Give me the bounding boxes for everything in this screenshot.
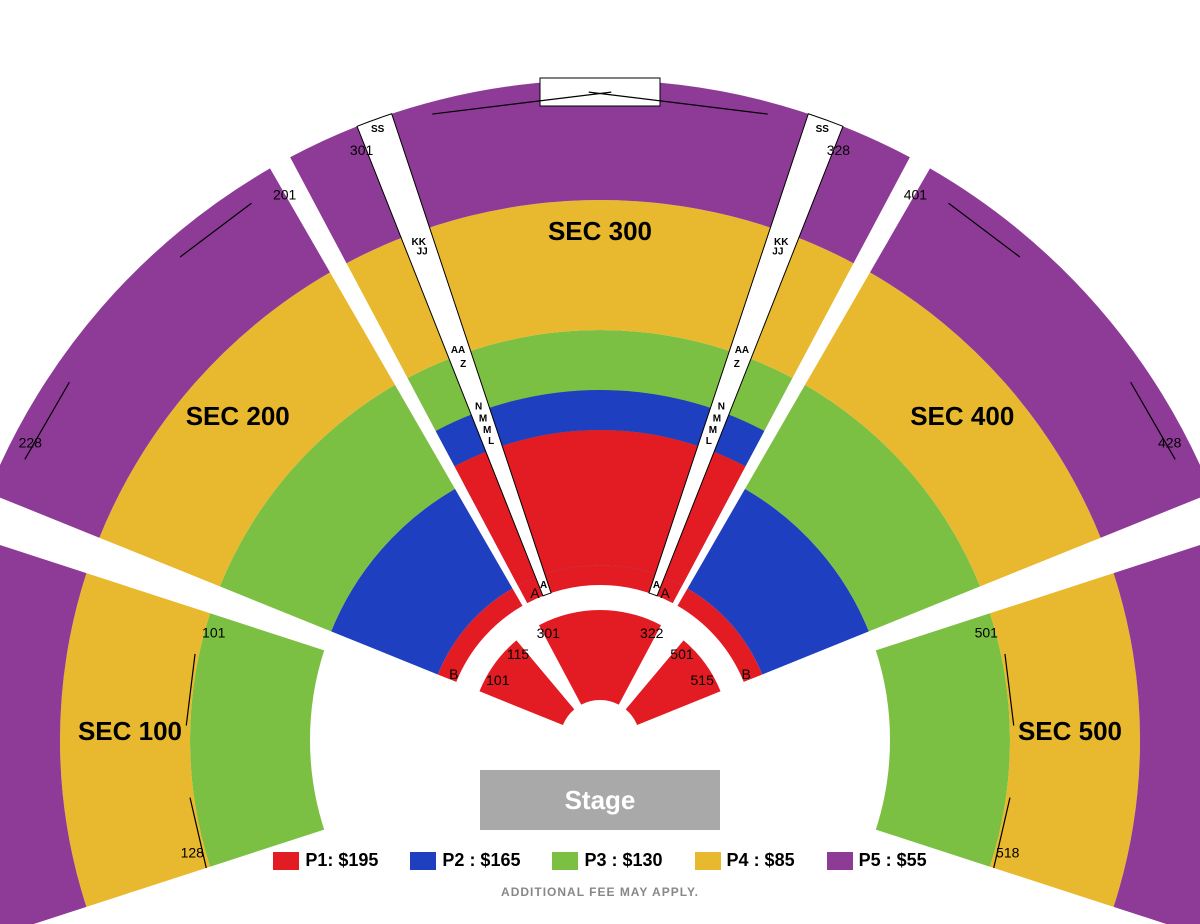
row-label: M [479,414,487,425]
row-label: M [709,425,717,436]
legend-swatch [827,852,853,870]
legend-swatch [410,852,436,870]
legend-label: P4 : $85 [727,850,795,870]
o-101: 101 [486,672,510,688]
row-a-l: A [530,585,540,601]
row-label: JJ [772,246,783,257]
label-sec-500: SEC 500 [1018,716,1122,746]
o-515: 515 [691,672,715,688]
n-201: 201 [273,187,297,203]
row-label: L [706,436,712,447]
top-notch [540,78,660,106]
row-label: N [475,401,482,412]
sec-500-P3_green[interactable] [876,613,1010,866]
label-sec-400: SEC 400 [910,401,1014,431]
o-115: 115 [507,646,530,662]
legend-label: P1: $195 [305,850,378,870]
fee-note: ADDITIONAL FEE MAY APPLY. [0,885,1200,899]
legend-P5: P5 : $55 [827,850,927,870]
row-label: L [488,436,494,447]
n-501: 501 [975,624,999,640]
row-label: JJ [417,246,428,257]
row-b-r: B [741,666,750,682]
legend-label: P2 : $165 [442,850,520,870]
price-legend: P1: $195 P2 : $165 P3 : $130 P4 : $85 P5 : $… [0,850,1200,871]
legend-P1: P1: $195 [273,850,378,870]
legend-label: P5 : $55 [859,850,927,870]
label-sec-300: SEC 300 [548,216,652,246]
legend-P2: P2 : $165 [410,850,520,870]
row-label: A [653,580,660,591]
legend-swatch [552,852,578,870]
label-sec-200: SEC 200 [186,401,290,431]
n-101: 101 [202,624,226,640]
row-label: M [483,425,491,436]
row-label: SS [816,124,830,135]
legend-P3: P3 : $130 [552,850,662,870]
legend-swatch [695,852,721,870]
seating-chart: SSKKJJAAZNMMLASSKKJJAAZNMMLAStageSEC 100… [0,0,1200,924]
sec-100-P3_green[interactable] [190,613,324,866]
stage-label: Stage [565,785,636,815]
o-301: 301 [537,625,561,641]
row-label: AA [451,345,465,356]
row-a-r: A [660,585,670,601]
legend-P4: P4 : $85 [695,850,795,870]
row-label: M [713,414,721,425]
n-328: 328 [827,142,851,158]
o-322: 322 [640,625,664,641]
n-301: 301 [350,142,374,158]
row-label: A [540,580,547,591]
row-label: Z [734,359,740,370]
o-501: 501 [670,646,694,662]
n-401: 401 [904,187,928,203]
row-b-l: B [449,666,458,682]
row-label: N [718,401,725,412]
row-label: AA [735,345,749,356]
n-228: 228 [19,434,43,450]
label-sec-100: SEC 100 [78,716,182,746]
row-label: Z [460,359,466,370]
legend-label: P3 : $130 [584,850,662,870]
row-label: SS [371,124,385,135]
legend-swatch [273,852,299,870]
